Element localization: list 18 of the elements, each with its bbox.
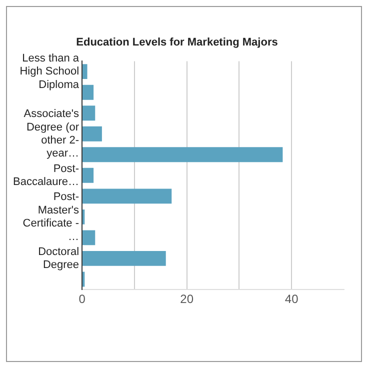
bar — [82, 84, 94, 100]
bar — [82, 188, 172, 204]
y-tick-label: Doctoral Degree — [38, 246, 80, 272]
chart-title: Education Levels for Marketing Majors — [76, 36, 278, 49]
bar — [82, 250, 166, 266]
bar — [82, 230, 96, 246]
bar — [82, 126, 102, 142]
bar — [82, 168, 94, 183]
y-tick-label: Associate's Degree (or other 2-year… — [24, 108, 80, 160]
bar — [82, 64, 88, 80]
bar — [82, 147, 283, 162]
x-tick-label: 0 — [78, 292, 86, 306]
y-tick-label: Post-Master's Certificate -… — [22, 191, 80, 243]
x-tick-label: 20 — [180, 292, 194, 306]
y-tick-label: Less than a High School Diploma — [20, 52, 80, 91]
x-tick-label: 40 — [284, 292, 299, 306]
bar — [82, 106, 96, 121]
y-tick-label: Post-Baccalaure… — [12, 162, 80, 188]
